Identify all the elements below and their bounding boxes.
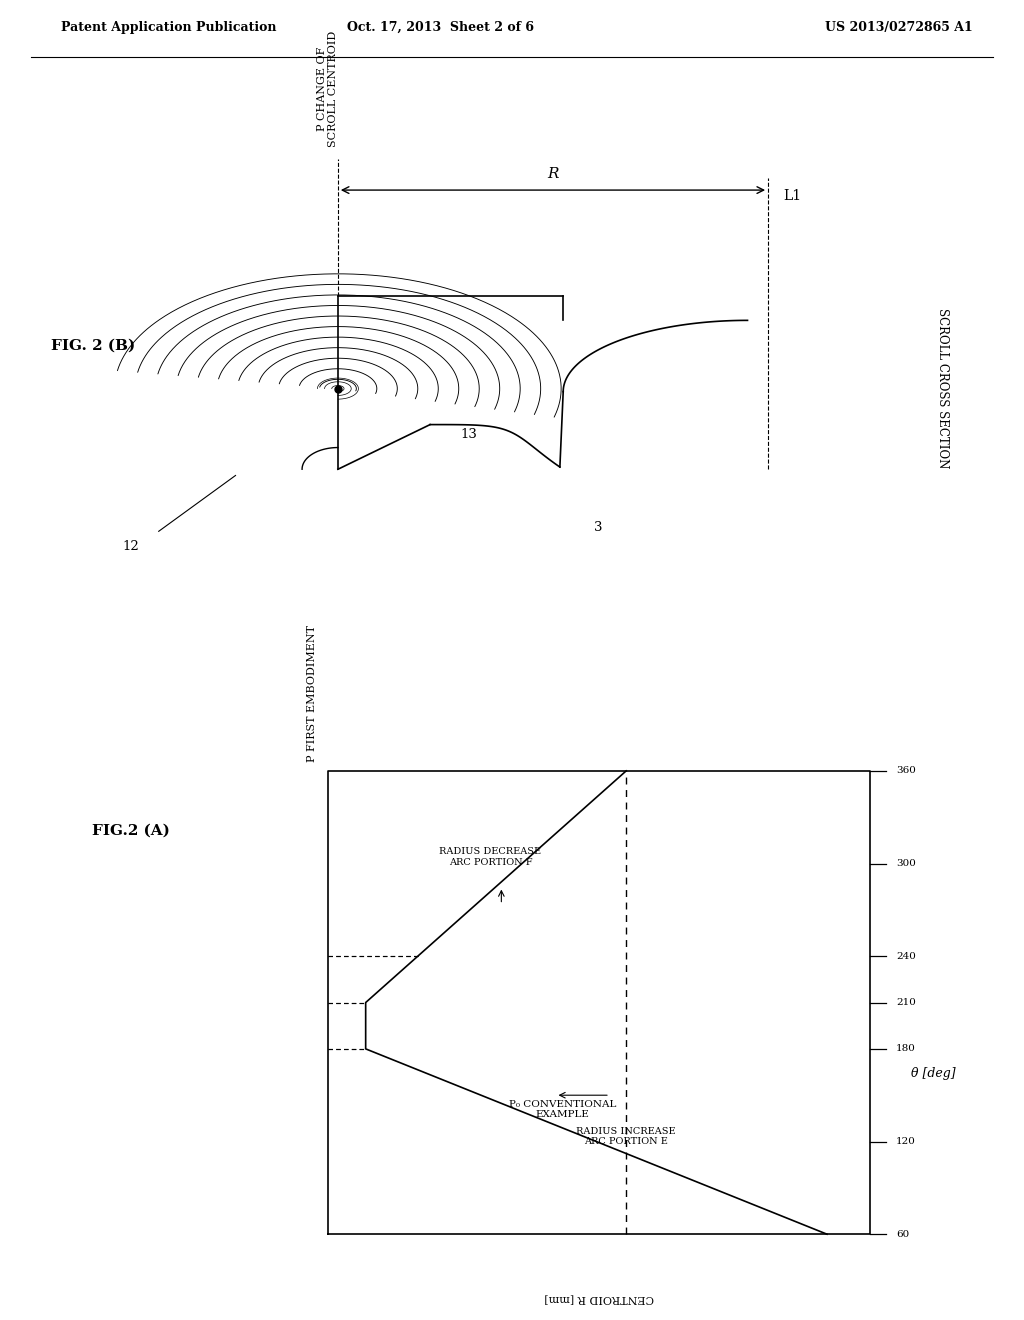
Text: FIG.2 (A): FIG.2 (A) (92, 824, 170, 837)
Text: Patent Application Publication: Patent Application Publication (61, 21, 276, 34)
Text: 3: 3 (594, 521, 602, 535)
Text: L1: L1 (783, 189, 802, 203)
Text: P₀ CONVENTIONAL
EXAMPLE: P₀ CONVENTIONAL EXAMPLE (509, 1100, 616, 1119)
Text: 120: 120 (896, 1137, 915, 1146)
Text: 210: 210 (896, 998, 915, 1007)
Text: 180: 180 (896, 1044, 915, 1053)
Text: SCROLL CROSS SECTION: SCROLL CROSS SECTION (936, 309, 948, 469)
Text: RADIUS DECREASE
ARC PORTION F: RADIUS DECREASE ARC PORTION F (439, 847, 542, 867)
Text: P CHANGE OF
SCROLL CENTROID: P CHANGE OF SCROLL CENTROID (316, 30, 339, 147)
Text: θ [deg]: θ [deg] (911, 1068, 956, 1080)
Text: 13: 13 (461, 428, 477, 441)
Text: P FIRST EMBODIMENT: P FIRST EMBODIMENT (307, 624, 317, 762)
Text: 12: 12 (123, 540, 139, 553)
Text: 300: 300 (896, 859, 915, 869)
Text: 360: 360 (896, 767, 915, 775)
Text: 60: 60 (896, 1230, 909, 1238)
Text: FIG. 2 (B): FIG. 2 (B) (51, 338, 135, 352)
Text: 240: 240 (896, 952, 915, 961)
Text: R: R (547, 166, 559, 181)
Text: CENTROID R [mm]: CENTROID R [mm] (544, 1294, 654, 1304)
Text: Oct. 17, 2013  Sheet 2 of 6: Oct. 17, 2013 Sheet 2 of 6 (347, 21, 534, 34)
Text: RADIUS INCREASE
ARC PORTION E: RADIUS INCREASE ARC PORTION E (577, 1127, 676, 1147)
Text: US 2013/0272865 A1: US 2013/0272865 A1 (825, 21, 973, 34)
